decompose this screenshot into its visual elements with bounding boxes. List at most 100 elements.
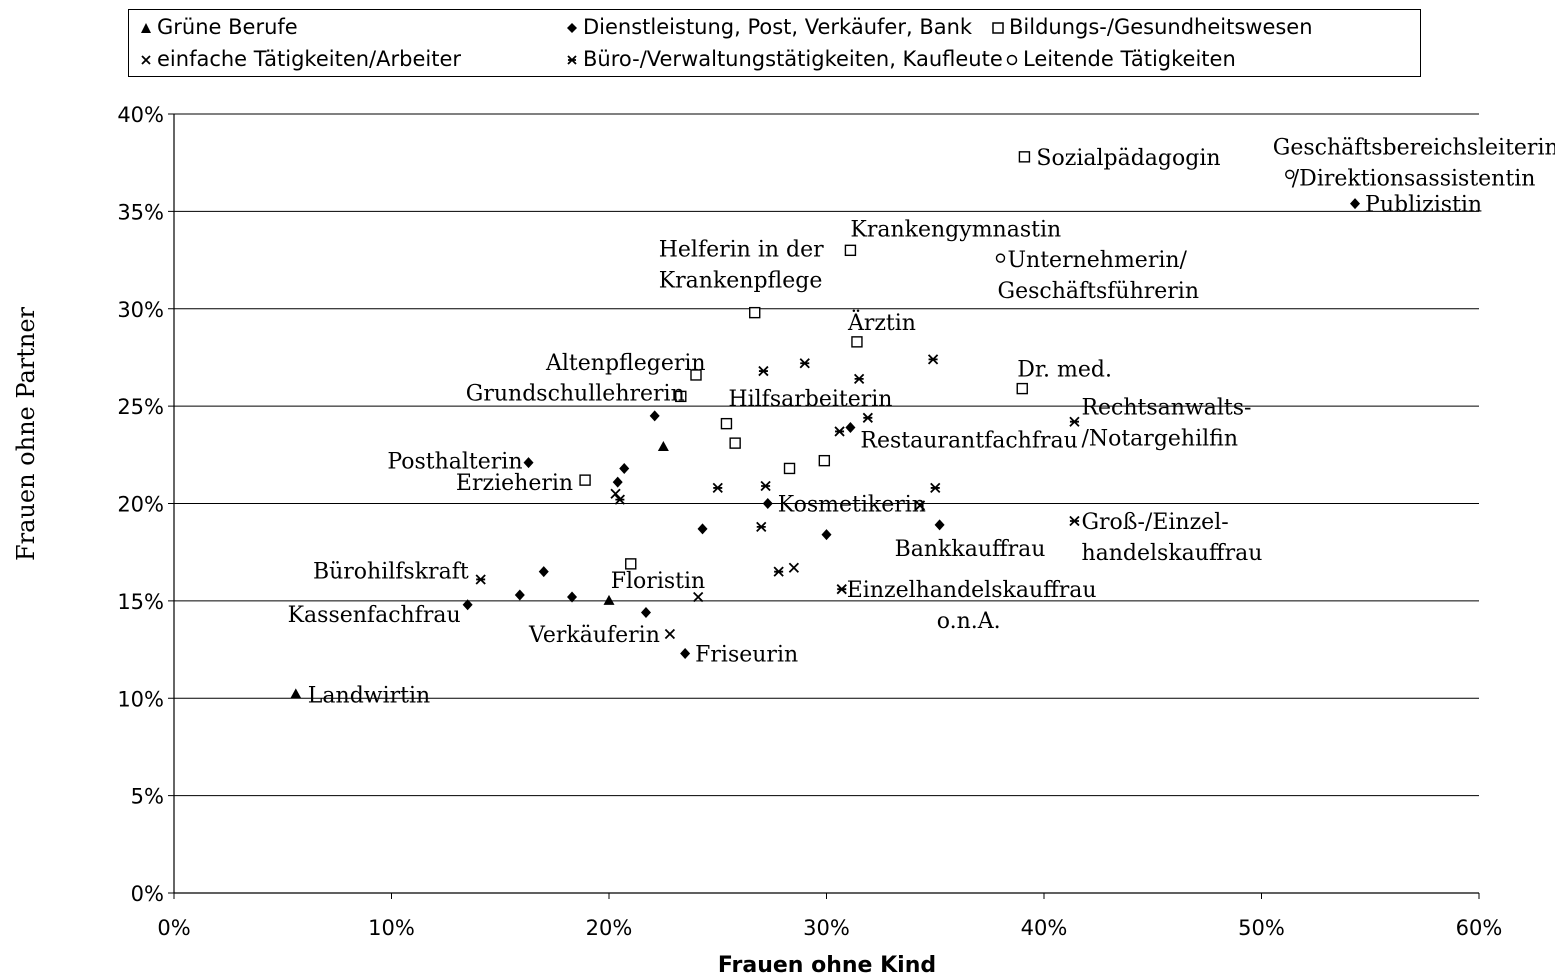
legend-label: einfache Tätigkeiten/Arbeiter bbox=[157, 47, 461, 71]
data-label: Ärztin bbox=[847, 309, 916, 336]
triangle-marker-icon bbox=[141, 23, 151, 33]
data-label: Rechtsanwalts- bbox=[1081, 396, 1251, 421]
data-point-asterisk bbox=[930, 482, 941, 494]
data-point-x bbox=[693, 591, 704, 603]
data-point-square bbox=[1016, 382, 1028, 395]
data-point-asterisk bbox=[927, 354, 939, 365]
data-point-diamond bbox=[462, 599, 473, 611]
data-point-diamond bbox=[523, 457, 534, 469]
legend-label: Bildungs-/Gesundheitswesen bbox=[1009, 15, 1313, 39]
data-point-asterisk bbox=[1069, 416, 1080, 427]
y-tick-label: 35% bbox=[117, 200, 164, 224]
data-label: Bürohilfskraft bbox=[313, 559, 469, 584]
data-point-asterisk bbox=[1069, 515, 1080, 527]
data-label: Restaurantfachfrau bbox=[860, 429, 1077, 454]
legend-item-buero: Büro-/Verwaltungstätigkeiten, Kaufleute bbox=[565, 47, 1005, 71]
tick-labels: 0% 5% 10% 15% 20% 25% 30% 35% 40% 0% 10% 20% 30% 40% 5… bbox=[117, 103, 1502, 940]
legend-item-gruene-berufe: Grüne Berufe bbox=[139, 15, 298, 39]
data-point-circle bbox=[995, 253, 1006, 263]
legend-item-leitende: Leitende Tätigkeiten bbox=[1005, 47, 1236, 71]
data-label: /Notargehilfin bbox=[1081, 427, 1238, 452]
y-tick-label: 40% bbox=[117, 103, 164, 127]
data-label: Geschäftsbereichsleiterin bbox=[1273, 135, 1555, 160]
square-marker-icon bbox=[992, 22, 1004, 34]
x-tick-label: 30% bbox=[803, 916, 850, 940]
y-tick-label: 0% bbox=[131, 882, 164, 906]
data-point-diamond bbox=[619, 462, 630, 474]
chart-legend: Grüne Berufe Dienstleistung, Post, Verkä… bbox=[128, 9, 1421, 77]
data-label: o.n.A. bbox=[937, 609, 1001, 634]
data-point-asterisk bbox=[614, 494, 626, 505]
data-point-triangle bbox=[290, 688, 302, 699]
data-point-square bbox=[851, 336, 863, 348]
y-tick-label: 15% bbox=[117, 590, 164, 614]
x-marker-icon bbox=[141, 55, 151, 65]
data-point-asterisk bbox=[475, 574, 486, 585]
y-tick-label: 30% bbox=[117, 298, 164, 322]
data-points bbox=[290, 151, 1361, 699]
x-tick-label: 0% bbox=[157, 916, 190, 940]
x-tick-label: 60% bbox=[1456, 916, 1503, 940]
x-tick-label: 20% bbox=[586, 916, 633, 940]
data-point-square bbox=[579, 474, 591, 486]
data-point-diamond bbox=[567, 591, 578, 603]
data-label: Grundschullehrerin bbox=[466, 381, 685, 406]
data-point-diamond bbox=[845, 422, 856, 434]
data-point-diamond bbox=[612, 476, 623, 488]
data-point-diamond bbox=[640, 607, 651, 619]
data-point-asterisk bbox=[756, 521, 767, 533]
y-tick-label: 25% bbox=[117, 395, 164, 419]
data-point-x bbox=[610, 488, 621, 499]
x-tick-label: 50% bbox=[1238, 916, 1285, 940]
data-label: /Direktionsassistentin bbox=[1292, 166, 1536, 191]
legend-label: Grüne Berufe bbox=[157, 15, 298, 39]
legend-label: Leitende Tätigkeiten bbox=[1023, 47, 1236, 71]
data-point-square bbox=[720, 417, 733, 430]
data-label: Hilfsarbeiterin bbox=[728, 387, 892, 412]
legend-label: Dienstleistung, Post, Verkäufer, Bank bbox=[583, 15, 973, 39]
data-point-triangle bbox=[603, 594, 615, 605]
data-point-diamond bbox=[934, 519, 945, 531]
data-point-square bbox=[1018, 151, 1031, 163]
data-label: handelskauffrau bbox=[1081, 541, 1262, 566]
data-point-x bbox=[788, 562, 800, 573]
data-point-asterisk bbox=[758, 365, 769, 377]
data-label: Landwirtin bbox=[308, 683, 430, 708]
data-label: Kosmetikerin bbox=[778, 493, 926, 518]
data-label: Einzelhandelskauffrau bbox=[847, 578, 1097, 603]
y-tick-label: 20% bbox=[117, 493, 164, 517]
data-point-x bbox=[664, 628, 676, 640]
data-label: Friseurin bbox=[695, 642, 798, 667]
data-label: Erzieherin bbox=[456, 471, 573, 496]
data-point-asterisk bbox=[712, 482, 723, 494]
data-point-square bbox=[625, 558, 637, 570]
data-label: Geschäftsführerin bbox=[998, 279, 1200, 304]
y-axis-title: Frauen ohne Partner bbox=[12, 306, 40, 561]
legend-item-bildung: Bildungs-/Gesundheitswesen bbox=[991, 15, 1313, 39]
data-point-square bbox=[675, 390, 687, 403]
data-point-circle bbox=[1285, 169, 1295, 180]
data-point-asterisk bbox=[853, 373, 865, 384]
data-point-asterisk bbox=[760, 480, 771, 492]
data-label: Groß-/Einzel- bbox=[1081, 510, 1228, 535]
y-tick-label: 10% bbox=[117, 687, 164, 711]
data-label: Floristin bbox=[611, 569, 705, 594]
data-label: Krankenpflege bbox=[659, 269, 823, 294]
data-point-x bbox=[914, 500, 926, 511]
x-tick-label: 40% bbox=[1021, 916, 1068, 940]
circle-marker-icon bbox=[1006, 54, 1018, 66]
data-point-square bbox=[729, 437, 741, 449]
data-point-square bbox=[844, 244, 857, 257]
data-point-square bbox=[818, 454, 831, 467]
data-label: Verkäuferin bbox=[528, 623, 660, 648]
data-point-asterisk bbox=[836, 584, 847, 595]
x-tick-label: 10% bbox=[368, 916, 415, 940]
data-point-square bbox=[690, 369, 702, 381]
diamond-marker-icon bbox=[567, 23, 577, 33]
data-label: Bankkauffrau bbox=[895, 537, 1046, 562]
data-point-asterisk bbox=[834, 426, 845, 437]
data-point-asterisk bbox=[862, 412, 873, 423]
data-label: Altenpflegerin bbox=[545, 351, 706, 376]
x-axis-title: Frauen ohne Kind bbox=[718, 953, 936, 976]
